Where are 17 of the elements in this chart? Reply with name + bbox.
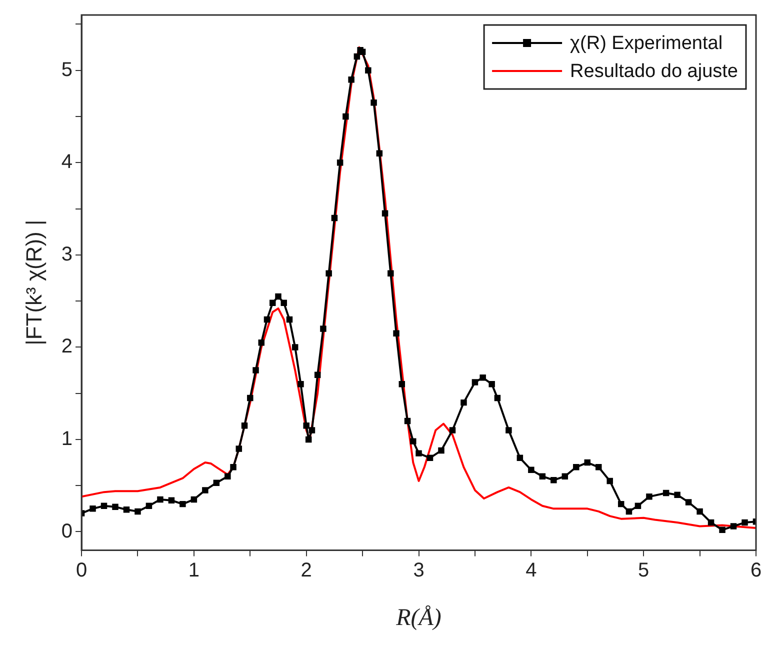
legend-label: χ(R) Experimental (570, 33, 723, 54)
x-axis-title: R(Å) (395, 604, 442, 631)
y-tick-label: 0 (61, 520, 73, 542)
x-tick-label: 3 (413, 560, 424, 582)
legend-label: Resultado do ajuste (570, 61, 738, 82)
y-tick-label: 5 (61, 58, 73, 81)
y-tick-label: 3 (61, 243, 73, 266)
x-tick-label: 0 (76, 560, 88, 582)
y-tick-label: 1 (61, 428, 73, 450)
y-axis-title: |FT(k³ χ(R)) | (21, 220, 46, 346)
x-tick-label: 1 (188, 560, 200, 582)
x-tick-label: 4 (526, 560, 537, 582)
y-tick-label: 4 (61, 151, 73, 174)
y-tick-label: 2 (61, 336, 73, 358)
x-tick-label: 6 (750, 560, 762, 582)
x-tick-label: 5 (638, 560, 650, 582)
x-tick-label: 2 (300, 560, 312, 582)
